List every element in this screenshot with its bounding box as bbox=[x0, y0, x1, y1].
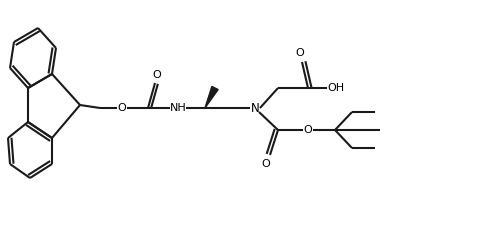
Text: NH: NH bbox=[170, 103, 187, 113]
Text: O: O bbox=[304, 125, 312, 135]
Text: O: O bbox=[152, 70, 161, 80]
Polygon shape bbox=[205, 86, 218, 108]
Text: O: O bbox=[296, 48, 304, 58]
Text: O: O bbox=[262, 159, 271, 169]
Text: N: N bbox=[250, 102, 260, 115]
Text: O: O bbox=[118, 103, 126, 113]
Text: OH: OH bbox=[327, 83, 345, 93]
